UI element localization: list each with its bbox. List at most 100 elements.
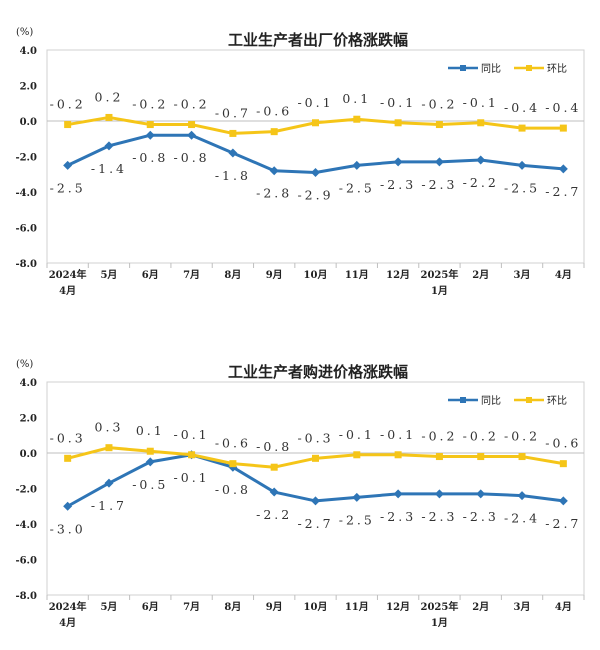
x-tick-label: 12月: [386, 269, 410, 281]
data-label: -0.2: [421, 97, 457, 112]
x-tick-label: 2025年: [421, 268, 459, 281]
data-point: [311, 167, 320, 177]
legend-marker: [460, 397, 466, 403]
data-label: -2.8: [256, 186, 292, 201]
data-label: -0.2: [504, 429, 540, 444]
data-point: [312, 119, 319, 127]
x-tick-label: 2月: [472, 269, 489, 281]
data-label: -2.5: [339, 180, 375, 195]
data-label: -0.8: [215, 482, 251, 497]
data-point: [145, 457, 155, 467]
data-label: -0.1: [463, 95, 499, 110]
y-tick-label: -6.0: [15, 556, 37, 567]
data-point: [63, 160, 73, 170]
data-label: -0.7: [215, 105, 251, 120]
data-label: -2.7: [545, 184, 581, 199]
data-label: -2.7: [545, 516, 581, 531]
data-label: -2.3: [421, 509, 457, 524]
data-label: -2.3: [463, 509, 499, 524]
data-point: [64, 454, 72, 462]
data-point: [353, 115, 361, 123]
x-tick-label: 9月: [266, 269, 283, 281]
chart-svg-output-price: 工业生产者出厂价格涨跌幅 (%) 4.0 2.0 0.0 -2.0 -4.0 -6.0 -8.0…: [15, 27, 585, 297]
data-point: [228, 148, 238, 158]
chart-title: 工业生产者购进价格涨跌幅: [228, 363, 408, 381]
chart-svg-purchase-price: 工业生产者购进价格涨跌幅 (%) 4.0 2.0 0.0 -2.0 -4.0 -6.0 -8.0…: [15, 359, 585, 629]
data-label: -0.1: [174, 470, 210, 485]
data-label: -0.4: [504, 100, 540, 115]
data-label: -0.1: [380, 427, 416, 442]
data-point: [353, 451, 361, 459]
data-point: [269, 487, 279, 497]
chart-output-price: 工业生产者出厂价格涨跌幅 (%) 4.0 2.0 0.0 -2.0 -4.0 -6.0 -8.0…: [0, 8, 600, 318]
data-point: [434, 489, 444, 499]
data-point: [145, 130, 155, 140]
y-tick-label: -4.0: [15, 188, 37, 199]
data-point: [434, 157, 444, 167]
x-tick-label: 12月: [386, 601, 410, 613]
data-label: -0.2: [174, 97, 210, 112]
legend-label: 环比: [547, 395, 567, 407]
data-point: [559, 460, 567, 468]
data-point: [435, 121, 443, 129]
data-label: 0.2: [95, 89, 124, 104]
x-tick-label: 5月: [100, 269, 117, 281]
x-tick-label: 7月: [183, 601, 200, 613]
data-label: -0.1: [380, 95, 416, 110]
data-point: [393, 157, 403, 167]
data-point: [394, 451, 402, 459]
y-tick-label: -6.0: [15, 224, 37, 235]
x-tick-label: 1月: [431, 285, 448, 297]
data-label: -0.8: [174, 150, 210, 165]
y-tick-label: -8.0: [15, 259, 37, 270]
data-point: [518, 124, 526, 132]
x-tick-label: 2025年: [421, 600, 459, 613]
data-point: [352, 160, 362, 170]
chart-purchase-price: 工业生产者购进价格涨跌幅 (%) 4.0 2.0 0.0 -2.0 -4.0 -6.0 -8.0…: [0, 340, 600, 650]
x-tick-label: 6月: [142, 601, 159, 613]
data-point: [105, 444, 113, 452]
data-label: -2.3: [380, 177, 416, 192]
data-point: [229, 129, 237, 137]
data-label: 0.1: [136, 423, 165, 438]
y-tick-label: 0.0: [20, 449, 37, 460]
data-point: [312, 454, 319, 462]
data-label: -2.5: [50, 180, 86, 195]
data-point: [270, 463, 278, 471]
data-label: -2.4: [504, 511, 540, 526]
x-tick-label: 11月: [345, 601, 369, 613]
legend-marker: [526, 397, 532, 403]
data-point: [311, 496, 320, 506]
data-label: -0.1: [297, 95, 333, 110]
data-point: [270, 128, 278, 136]
data-point: [187, 130, 197, 140]
data-point: [146, 121, 154, 129]
x-tick-label: 8月: [224, 269, 241, 281]
y-tick-label: -4.0: [15, 520, 37, 531]
x-tick-label: 4月: [59, 617, 76, 629]
x-tick-label: 10月: [304, 601, 328, 613]
data-label: 0.3: [95, 420, 124, 435]
y-unit-label: (%): [16, 359, 33, 370]
data-label: -0.2: [463, 429, 499, 444]
data-point: [477, 453, 485, 461]
x-tick-label: 10月: [304, 269, 328, 281]
plot-area-frame: [46, 381, 585, 596]
data-label: -0.1: [339, 427, 375, 442]
data-label: -1.4: [91, 161, 127, 176]
y-tick-label: 2.0: [20, 414, 37, 425]
data-label: -2.3: [380, 509, 416, 524]
y-tick-label: 0.0: [20, 117, 37, 128]
data-point: [477, 119, 485, 127]
data-label: -0.2: [132, 97, 168, 112]
y-tick-label: 4.0: [20, 378, 37, 389]
data-label: -2.5: [339, 512, 375, 527]
data-label: -0.8: [256, 439, 292, 454]
data-point: [476, 155, 486, 165]
y-unit-label: (%): [16, 27, 33, 38]
data-point: [229, 460, 237, 468]
data-label: -2.2: [463, 175, 499, 190]
data-point: [64, 121, 72, 129]
x-tick-label: 7月: [183, 269, 200, 281]
x-tick-label: 11月: [345, 269, 369, 281]
